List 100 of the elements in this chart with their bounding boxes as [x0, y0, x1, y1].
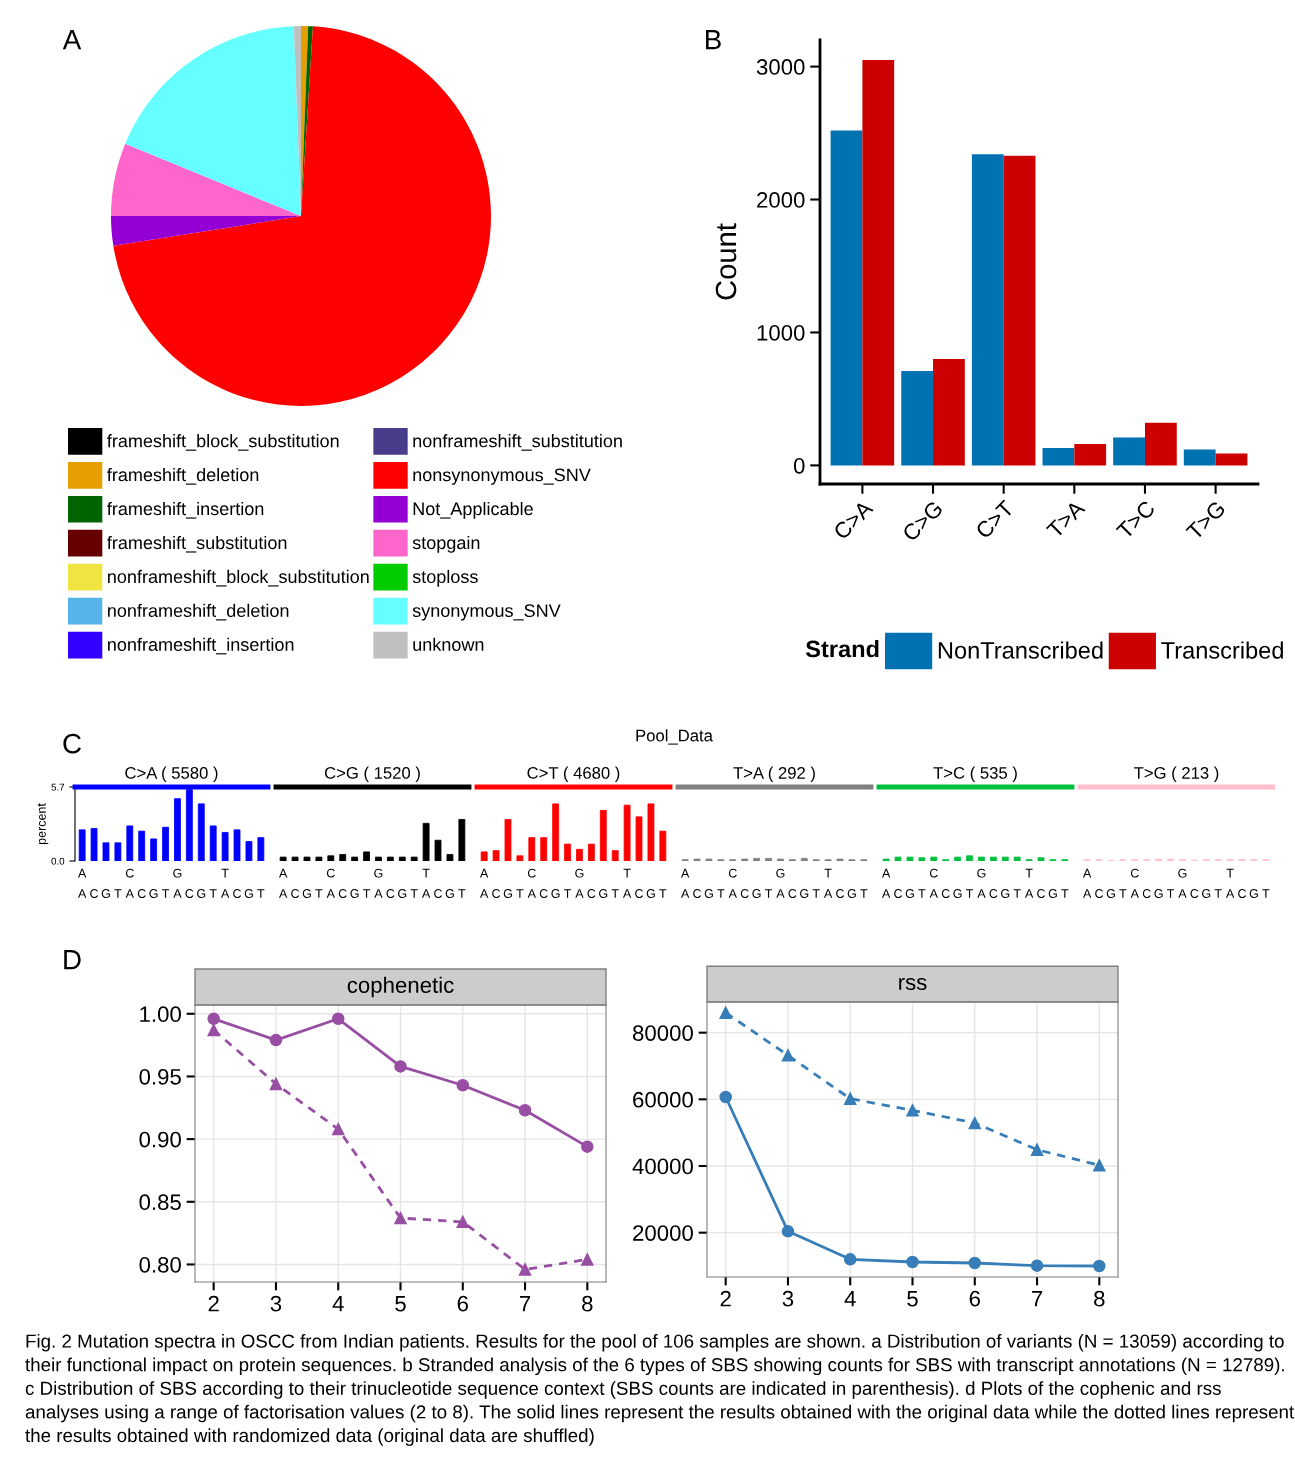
- pie-slice: [111, 216, 301, 246]
- bar: [221, 832, 229, 861]
- x-tick-label: C: [740, 889, 749, 898]
- bar: [540, 837, 548, 861]
- x-tick-label: C: [587, 889, 596, 898]
- bar: [197, 803, 205, 861]
- x-tick-label: A: [1178, 889, 1187, 898]
- point: [719, 1006, 732, 1019]
- legend-label: frameshift_block_substitution: [107, 434, 339, 451]
- point: [781, 1225, 795, 1238]
- point: [1030, 1259, 1044, 1272]
- x-tick-label: C: [90, 889, 99, 898]
- chart-subtitle: T>A ( 292 ): [733, 766, 815, 783]
- bar: [458, 819, 466, 861]
- x-tick-label: G: [1202, 889, 1211, 898]
- bar: [315, 856, 323, 861]
- bar: [291, 856, 299, 861]
- bar: [245, 841, 253, 861]
- caption: Fig. 2 Mutation spectra in OSCC from Indian patients. Results for the pool of 106 samples are shown. a Distribution of variants (N = 13059) according to their functional impact on protein sequences. b Stranded analysis of the 6 types of SBS showing counts for SBS with transcript annotations (N = 12789). c Distribution of SBS according to their trinucleotide sequence context (SBS counts are indicated in parenthesis). d Plots of the cophenic and rss analyses using a range of factorisation values (2 to 8). The solid lines represent the results obtained with the original data while the dotted lines represent the results obtained with randomized data (original data are shuffled): [25, 1334, 1295, 1446]
- x-tick-label: T: [114, 889, 122, 898]
- text: A: [480, 868, 489, 878]
- text: C: [1130, 868, 1139, 878]
- legend-label: nonframeshift_block_substitution: [108, 569, 369, 587]
- x-tick-label: G: [599, 889, 608, 898]
- text: C: [527, 868, 536, 878]
- x-tick-label: T: [1167, 889, 1175, 898]
- bar: [233, 829, 241, 861]
- x-tick-label: 3: [782, 1290, 794, 1307]
- y-axis-title: percent: [37, 803, 49, 845]
- text: T: [1226, 868, 1234, 878]
- x-tick-label: G: [503, 889, 512, 898]
- bar: [564, 843, 571, 861]
- text: G: [374, 868, 383, 878]
- x-tick-label: G: [953, 889, 962, 898]
- bar: [901, 371, 934, 466]
- x-tick-label: T: [765, 889, 773, 898]
- text: A: [279, 868, 288, 878]
- text: A: [1083, 868, 1092, 878]
- x-tick-label: A: [622, 889, 632, 898]
- legend-label: nonframeshift_substitution: [413, 434, 622, 451]
- bar: [1215, 453, 1248, 466]
- point: [843, 1253, 857, 1266]
- x-tick-label: T: [659, 889, 667, 898]
- bar: [162, 826, 169, 861]
- x-tick-label: C: [989, 889, 998, 898]
- x-tick-label: 2: [208, 1295, 219, 1312]
- point: [968, 1116, 982, 1130]
- x-tick-label: T: [1262, 889, 1270, 898]
- bar: [1144, 422, 1177, 466]
- text: A: [681, 868, 690, 878]
- x-tick-label: A: [681, 889, 690, 898]
- point: [843, 1092, 857, 1105]
- pie-slice: [113, 26, 491, 406]
- bar: [422, 822, 430, 861]
- x-tick-label: T>A: [1046, 499, 1086, 539]
- point: [968, 1256, 982, 1270]
- x-tick-label: G: [905, 889, 914, 898]
- text: T: [824, 868, 832, 878]
- legend-label: frameshift_deletion: [107, 468, 259, 485]
- chart-subtitle: T>C ( 535 ): [933, 766, 1017, 783]
- bar: [126, 825, 134, 861]
- x-tick-label: A: [1024, 889, 1034, 898]
- x-tick-label: A: [977, 889, 986, 898]
- point: [781, 1049, 795, 1062]
- bar: [933, 359, 965, 466]
- chart-subtitle: C>T ( 4680 ): [527, 766, 620, 783]
- x-tick-label: A: [1225, 889, 1235, 898]
- text: C: [326, 868, 335, 878]
- bar: [78, 829, 86, 861]
- legend-label: Transcribed: [1161, 641, 1283, 659]
- chart-subtitle: T>G ( 213 ): [1134, 766, 1219, 783]
- bar: [1003, 155, 1036, 466]
- bar: [647, 803, 655, 861]
- x-tick-label: A: [326, 889, 335, 898]
- x-tick-label: 6: [457, 1295, 468, 1312]
- x-tick-label: C: [539, 889, 548, 898]
- x-tick-label: 4: [844, 1291, 856, 1307]
- x-tick-label: T: [860, 889, 868, 898]
- x-tick-label: A: [220, 889, 230, 898]
- legend-label: stopgain: [412, 535, 480, 553]
- point: [518, 1104, 532, 1117]
- y-tick-label: 5.7: [51, 783, 65, 791]
- x-tick-label: A: [421, 889, 431, 898]
- point: [456, 1215, 470, 1229]
- bar: [1074, 444, 1107, 466]
- y-tick-label: 80000: [632, 1025, 693, 1041]
- x-tick-label: C: [185, 889, 194, 898]
- x-tick-label: G: [244, 889, 253, 898]
- x-tick-label: T: [410, 889, 418, 898]
- point: [518, 1263, 532, 1276]
- x-tick-label: C: [233, 889, 242, 898]
- bar: [576, 848, 583, 861]
- point: [207, 1023, 220, 1037]
- point: [394, 1060, 407, 1073]
- x-tick-label: 5: [907, 1291, 918, 1307]
- text: C: [728, 868, 737, 878]
- y-tick-label: 1.00: [140, 1006, 181, 1023]
- x-tick-label: 7: [520, 1296, 531, 1312]
- x-tick-label: G: [302, 889, 311, 898]
- y-tick-label: 0: [793, 457, 805, 474]
